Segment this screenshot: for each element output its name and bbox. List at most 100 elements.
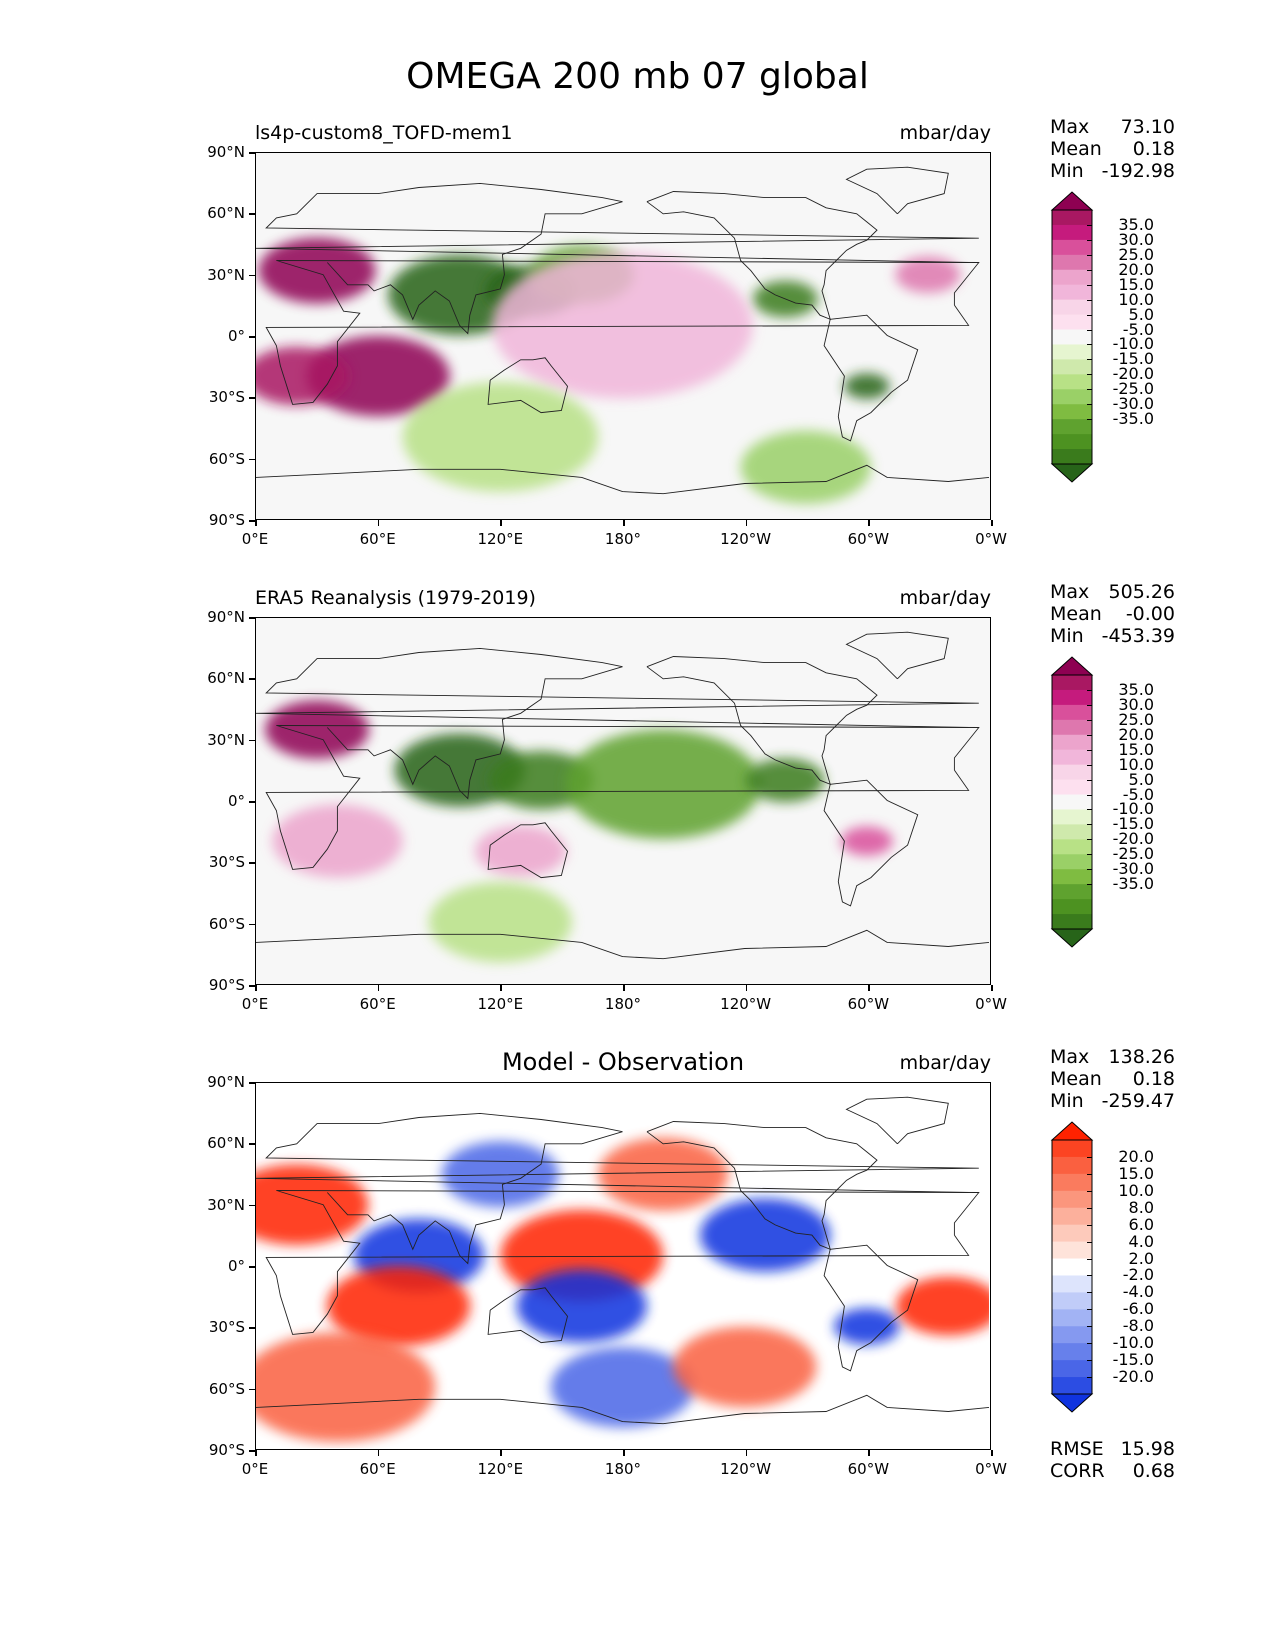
colorbar-tick xyxy=(1087,389,1092,391)
x-tick xyxy=(868,985,870,991)
colorbar-label: -30.0 xyxy=(1112,859,1154,879)
colorbar-extend-max xyxy=(1050,191,1094,211)
field-anomaly-negative xyxy=(516,1269,647,1343)
stat-value: -259.47 xyxy=(1101,1090,1175,1112)
colorbar-label: -8.0 xyxy=(1122,1316,1154,1336)
y-tick xyxy=(249,1266,255,1268)
colorbar-tick xyxy=(1087,374,1092,376)
x-tick xyxy=(991,985,993,991)
colorbar-segment xyxy=(1052,1275,1092,1293)
coastline xyxy=(326,1131,623,1265)
field-anomaly-positive xyxy=(258,237,376,304)
y-tick-label: 30°N xyxy=(207,1195,245,1214)
colorbar-label: 5.0 xyxy=(1128,304,1154,324)
colorbar-segment xyxy=(1052,419,1092,435)
colorbar-segment xyxy=(1052,1173,1092,1192)
x-tick-label: 60°W xyxy=(847,1460,890,1478)
coastline xyxy=(845,631,949,680)
colorbar xyxy=(1050,656,1094,948)
x-tick xyxy=(255,520,257,526)
y-tick xyxy=(249,862,255,864)
y-tick xyxy=(249,1143,255,1145)
y-tick-label: 90°N xyxy=(207,1073,245,1091)
colorbar-tick xyxy=(1087,1275,1092,1277)
colorbar-segment xyxy=(1052,839,1092,855)
stat-row: Min -192.98 xyxy=(1050,160,1175,182)
colorbar-segment xyxy=(1052,434,1092,450)
y-tick xyxy=(249,397,255,399)
field-anomaly-negative xyxy=(746,758,825,803)
stat-label: Min xyxy=(1050,625,1084,647)
colorbar-label: -15.0 xyxy=(1112,1350,1154,1370)
y-tick-label: 90°S xyxy=(208,511,245,529)
colorbar-label: -15.0 xyxy=(1112,814,1154,834)
field-anomaly-negative xyxy=(565,729,761,840)
colorbar-tick xyxy=(1087,344,1092,346)
colorbar-tick xyxy=(1087,824,1092,826)
colorbar-label: -10.0 xyxy=(1112,334,1154,354)
colorbar-tick xyxy=(1087,1377,1092,1379)
colorbar-label: -20.0 xyxy=(1112,829,1154,849)
colorbar-tick xyxy=(1087,224,1092,226)
y-tick-label: 30°S xyxy=(208,1318,245,1337)
colorbar-segment xyxy=(1052,374,1092,390)
colorbar-segment xyxy=(1052,675,1092,691)
y-tick-label: 60°N xyxy=(207,669,245,688)
x-tick xyxy=(377,520,380,526)
colorbar-tick xyxy=(1087,734,1092,736)
colorbar-label: 10.0 xyxy=(1118,754,1154,774)
x-tick xyxy=(745,520,748,526)
colorbar-extend-max xyxy=(1050,1121,1094,1141)
field-anomaly-positive xyxy=(895,256,961,293)
colorbar xyxy=(1050,191,1094,483)
colorbar-segment xyxy=(1052,1343,1092,1361)
y-tick xyxy=(249,152,255,154)
colorbar-segment xyxy=(1052,914,1092,930)
colorbar-label: 30.0 xyxy=(1118,694,1154,714)
coastline xyxy=(256,464,990,495)
colorbar-label: -5.0 xyxy=(1122,784,1154,804)
colorbar-tick xyxy=(1087,809,1092,811)
field-anomaly-positive xyxy=(840,826,893,856)
x-tick xyxy=(500,520,502,526)
colorbar-tick xyxy=(1087,1326,1092,1328)
x-tick xyxy=(745,1450,748,1456)
colorbar-label: -20.0 xyxy=(1112,364,1154,384)
y-tick xyxy=(249,678,255,680)
colorbar-label: -15.0 xyxy=(1112,349,1154,369)
colorbar-label: 10.0 xyxy=(1118,289,1154,309)
y-tick xyxy=(249,985,255,987)
colorbar-segment xyxy=(1052,1224,1092,1243)
colorbar-segment xyxy=(1052,1241,1092,1260)
coastline xyxy=(256,929,990,960)
colorbar-tick xyxy=(1087,749,1092,751)
stat-row: Mean 0.18 xyxy=(1050,138,1175,160)
coastline xyxy=(265,725,980,870)
stat-row: Max 73.10 xyxy=(1050,116,1175,138)
colorbar-segment xyxy=(1052,329,1092,345)
colorbar-segment xyxy=(1052,794,1092,810)
panel-units: mbar/day xyxy=(899,587,991,609)
colorbar-tick xyxy=(1087,764,1092,766)
colorbar-segment xyxy=(1052,389,1092,405)
x-tick-label: 0°W xyxy=(975,530,1007,548)
colorbar-tick xyxy=(1087,359,1092,361)
y-tick xyxy=(249,923,255,926)
colorbar-extend-max xyxy=(1050,656,1094,676)
stat-row: Max 138.26 xyxy=(1050,1046,1175,1068)
panel-units: mbar/day xyxy=(899,122,991,144)
field-anomaly-negative xyxy=(550,1347,695,1428)
x-tick xyxy=(623,1450,625,1456)
colorbar xyxy=(1050,1121,1094,1413)
colorbar-label: -25.0 xyxy=(1112,844,1154,864)
colorbar-tick xyxy=(1087,1292,1092,1294)
colorbar-tick xyxy=(1087,239,1092,241)
colorbar-segment xyxy=(1052,899,1092,915)
x-tick xyxy=(500,985,502,991)
colorbar-label: 20.0 xyxy=(1118,724,1154,744)
colorbar-tick xyxy=(1087,284,1092,286)
x-tick xyxy=(255,1450,257,1456)
coastline xyxy=(487,1287,568,1344)
figure-title: OMEGA 200 mb 07 global xyxy=(406,56,869,97)
colorbar-tick xyxy=(1087,1207,1092,1209)
